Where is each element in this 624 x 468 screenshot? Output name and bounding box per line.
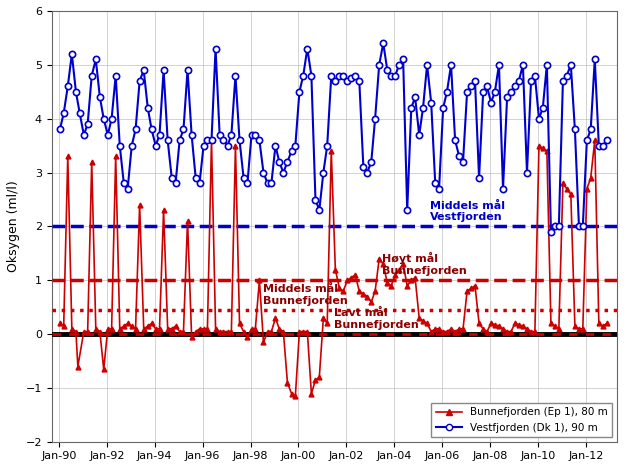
Y-axis label: Oksygen (ml/l): Oksygen (ml/l) (7, 181, 20, 272)
Legend: Bunnefjorden (Ep 1), 80 m, Vestfjorden (Dk 1), 90 m: Bunnefjorden (Ep 1), 80 m, Vestfjorden (… (431, 403, 612, 437)
Text: Lavt mål
Bunnefjorden: Lavt mål Bunnefjorden (334, 308, 419, 330)
Text: Middels mål
Vestfjorden: Middels mål Vestfjorden (430, 200, 505, 222)
Text: Høyt mål
Bunnefjorden: Høyt mål Bunnefjorden (383, 252, 467, 276)
Text: Middels mål
Bunnefjorden: Middels mål Bunnefjorden (263, 284, 348, 306)
